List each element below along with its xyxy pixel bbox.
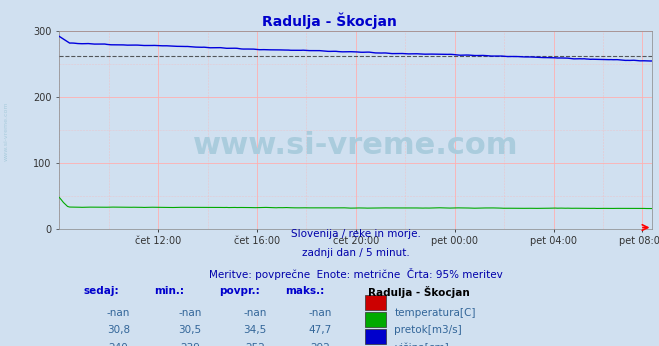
- Text: povpr.:: povpr.:: [219, 286, 260, 296]
- Text: Slovenija / reke in morje.: Slovenija / reke in morje.: [291, 229, 421, 239]
- Text: 292: 292: [310, 343, 330, 346]
- Text: 30,8: 30,8: [107, 326, 130, 336]
- Text: Meritve: povprečne  Enote: metrične  Črta: 95% meritev: Meritve: povprečne Enote: metrične Črta:…: [209, 267, 503, 280]
- Text: sedaj:: sedaj:: [83, 286, 119, 296]
- Text: www.si-vreme.com: www.si-vreme.com: [3, 102, 9, 161]
- Text: Radulja - Škocjan: Radulja - Škocjan: [368, 286, 469, 298]
- Text: -nan: -nan: [243, 308, 267, 318]
- Bar: [365, 329, 386, 344]
- Bar: [365, 312, 386, 327]
- Text: min.:: min.:: [154, 286, 185, 296]
- Text: maks.:: maks.:: [285, 286, 324, 296]
- Text: 252: 252: [245, 343, 265, 346]
- Text: 30,5: 30,5: [178, 326, 202, 336]
- Text: zadnji dan / 5 minut.: zadnji dan / 5 minut.: [302, 248, 410, 258]
- Text: -nan: -nan: [308, 308, 332, 318]
- Text: Radulja - Škocjan: Radulja - Škocjan: [262, 12, 397, 29]
- Text: 239: 239: [180, 343, 200, 346]
- Text: 34,5: 34,5: [243, 326, 267, 336]
- Bar: [365, 295, 386, 310]
- Text: -nan: -nan: [107, 308, 130, 318]
- Text: 240: 240: [109, 343, 129, 346]
- Text: temperatura[C]: temperatura[C]: [395, 308, 476, 318]
- Text: 47,7: 47,7: [308, 326, 332, 336]
- Text: višina[cm]: višina[cm]: [395, 343, 449, 346]
- Text: pretok[m3/s]: pretok[m3/s]: [395, 326, 462, 336]
- Text: www.si-vreme.com: www.si-vreme.com: [193, 131, 519, 160]
- Text: -nan: -nan: [178, 308, 202, 318]
